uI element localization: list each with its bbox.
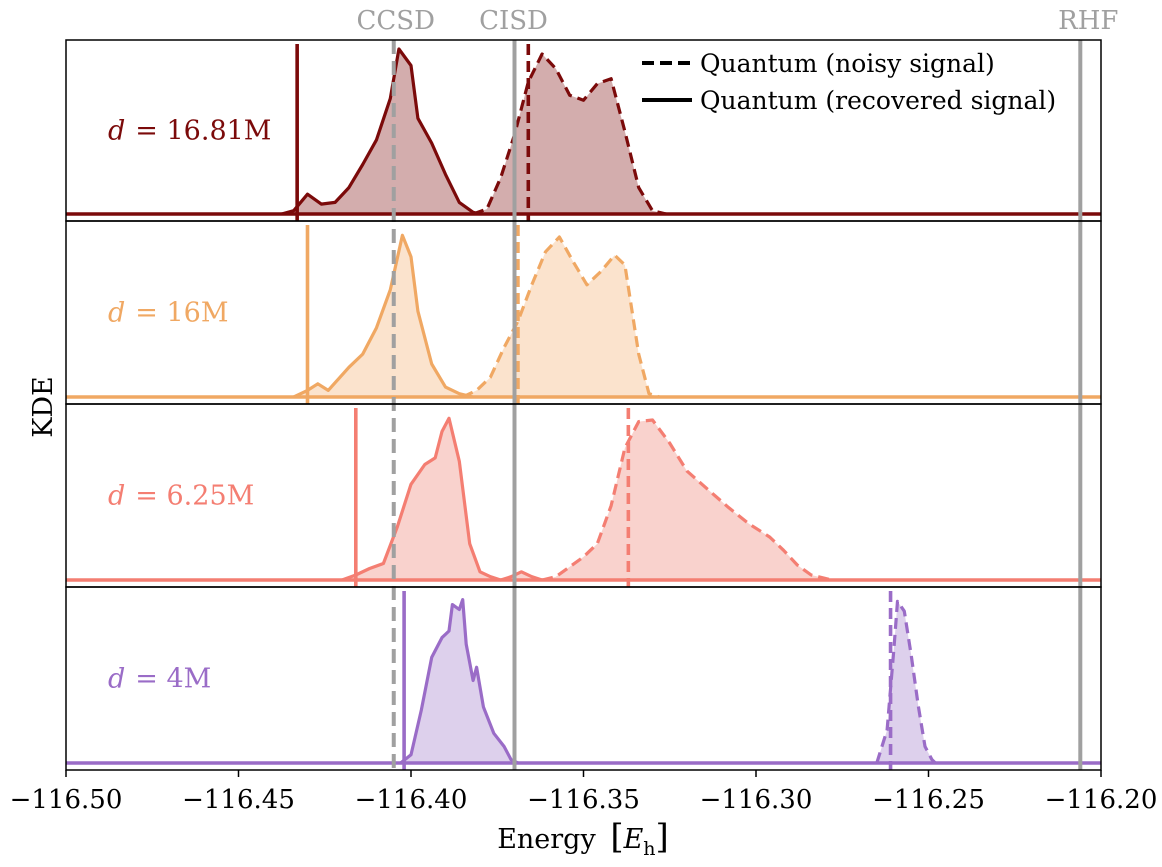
x-axis-ticks-layer: −116.50 −116.45 −116.40 −116.35 −116.30 −116.… xyxy=(10,770,1158,815)
x-tick-label: −116.45 xyxy=(182,785,295,815)
panel-label: d = 4M xyxy=(108,664,211,695)
panel-label-value: = 4M xyxy=(135,664,211,695)
legend: Quantum (noisy signal) Quantum (recovere… xyxy=(642,49,1056,115)
panel-3: d = 6.25M xyxy=(66,408,1101,587)
panels-layer: d = 16.81M d = 16M d = 6.25M d = 4M xyxy=(66,44,1101,770)
noisy-signal-line xyxy=(462,235,660,399)
recovered-signal-line xyxy=(281,47,481,216)
panel-4: d = 4M xyxy=(66,591,1101,770)
recovered-signal-line xyxy=(341,416,543,582)
legend-recovered-label: Quantum (recovered signal) xyxy=(700,86,1056,115)
panel-label-variable: d xyxy=(108,481,125,512)
noisy-signal-line xyxy=(472,52,667,216)
x-tick-label: −116.30 xyxy=(700,785,813,815)
x-tick-label: −116.25 xyxy=(872,785,985,815)
panel-label: d = 6.25M xyxy=(108,481,254,512)
recovered-fill-area xyxy=(400,599,518,763)
recovered-fill-area xyxy=(293,235,474,397)
panel-label-value: = 6.25M xyxy=(135,481,254,512)
x-axis-label-main: Energy xyxy=(497,824,596,855)
noisy-signal-line xyxy=(541,418,833,582)
x-tick-label: −116.35 xyxy=(527,785,640,815)
x-tick-label: −116.50 xyxy=(10,785,123,815)
x-tick-label: −116.20 xyxy=(1045,785,1158,815)
x-axis-label-sub: h xyxy=(643,838,655,860)
y-axis-label: KDE xyxy=(28,376,59,438)
panel-label-value: = 16.81M xyxy=(135,116,271,147)
noisy-fill-area xyxy=(473,54,667,214)
x-tick-label: −116.40 xyxy=(355,785,468,815)
x-axis-label-bracket-open: [ xyxy=(610,817,623,857)
reference-lines-layer xyxy=(391,40,1083,770)
reference-label-cisd: CISD xyxy=(479,6,548,36)
panel-frame xyxy=(65,586,1102,771)
recovered-fill-area xyxy=(342,418,543,580)
reference-label-ccsd: CCSD xyxy=(357,6,435,36)
reference-label-rhf: RHF xyxy=(1058,6,1118,36)
x-axis-label-unit: E xyxy=(623,824,644,855)
x-axis-label: Energy [Eh] xyxy=(497,817,669,860)
panel-label-value: = 16M xyxy=(135,298,228,329)
panel-label-variable: d xyxy=(108,116,125,147)
x-axis-label-bracket-close: ] xyxy=(656,817,669,857)
panel-label-variable: d xyxy=(108,664,125,695)
legend-noisy-label: Quantum (noisy signal) xyxy=(700,49,995,78)
panel-2: d = 16M xyxy=(66,225,1101,404)
noisy-fill-area xyxy=(876,601,936,763)
noisy-fill-area xyxy=(542,420,832,580)
recovered-signal-line xyxy=(399,598,519,765)
panel-1: d = 16.81M xyxy=(66,44,1101,221)
reference-labels-layer: CCSD CISD RHF xyxy=(357,6,1119,36)
panel-label-variable: d xyxy=(108,298,125,329)
panel-frames-layer xyxy=(65,39,1102,771)
recovered-signal-line xyxy=(293,233,474,399)
panel-label: d = 16.81M xyxy=(108,116,271,147)
panel-label: d = 16M xyxy=(108,298,229,329)
noisy-signal-line xyxy=(875,599,937,765)
noisy-fill-area xyxy=(462,237,660,397)
